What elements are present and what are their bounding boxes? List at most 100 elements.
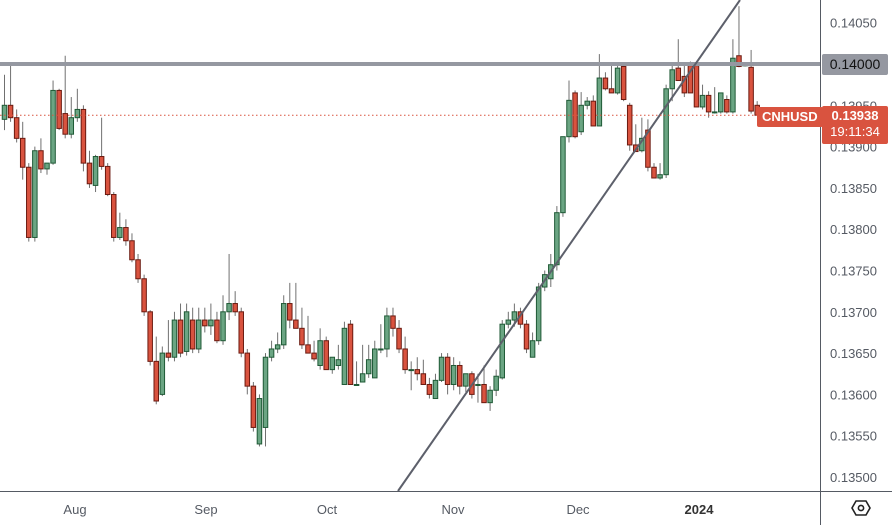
- candle-up: [718, 92, 724, 113]
- candle-up: [529, 340, 536, 358]
- candle-down: [402, 348, 408, 371]
- candle-down: [390, 315, 396, 329]
- candle-up: [560, 136, 566, 214]
- candle-up: [450, 364, 457, 385]
- candle-down: [323, 340, 329, 371]
- candle-up: [584, 100, 590, 106]
- candle-up: [463, 373, 469, 387]
- price-axis-label: 0.13850: [830, 181, 877, 196]
- time-axis-label: Oct: [317, 502, 338, 517]
- candle-up: [44, 162, 50, 170]
- chart-settings-button[interactable]: [850, 497, 872, 519]
- candle-down: [135, 259, 141, 280]
- candle-down: [651, 166, 657, 179]
- candle-up: [554, 212, 560, 266]
- candle-up: [256, 398, 263, 445]
- candle-down: [38, 150, 44, 170]
- candle-up: [226, 303, 232, 313]
- candle-up: [280, 303, 287, 346]
- time-axis-label: 2024: [685, 502, 715, 517]
- symbol-tag: CNHUSD: [757, 107, 823, 127]
- candle-up: [365, 359, 372, 375]
- candle-down: [724, 99, 730, 113]
- candle-down: [7, 104, 14, 119]
- candle-down: [62, 113, 68, 135]
- candle-up: [578, 104, 584, 133]
- candle-down: [396, 327, 402, 350]
- candle-down: [147, 311, 153, 362]
- candle-up: [195, 319, 202, 350]
- candle-up: [699, 94, 706, 108]
- candle-down: [19, 137, 26, 168]
- candles-layer: [1, 6, 760, 447]
- candle-down: [80, 108, 87, 164]
- candle-up: [566, 99, 572, 138]
- candle-down: [748, 66, 754, 112]
- candle-up: [74, 108, 81, 119]
- candle-down: [141, 278, 147, 313]
- candle-down: [620, 65, 627, 101]
- trendline[interactable]: [397, 0, 741, 492]
- candle-down: [426, 383, 433, 395]
- candle-down: [457, 364, 463, 387]
- candle-down: [86, 162, 93, 185]
- time-axis-label: Dec: [566, 502, 590, 517]
- candle-down: [481, 383, 487, 404]
- candle-up: [596, 77, 603, 127]
- candle-down: [736, 55, 742, 67]
- candle-down: [98, 156, 105, 167]
- price-axis-label: 0.14050: [830, 16, 877, 31]
- candle-up: [511, 311, 518, 321]
- candle-up: [274, 344, 281, 350]
- time-axis-label: Aug: [63, 502, 86, 517]
- level-price-tag: 0.14000: [822, 54, 888, 75]
- candle-up: [663, 88, 669, 176]
- time-axis[interactable]: Aug Sep Oct Nov Dec 2024: [63, 502, 714, 517]
- candle-down: [311, 352, 317, 360]
- candle-up: [171, 319, 178, 358]
- candle-down: [153, 360, 159, 402]
- candle-down: [675, 67, 682, 82]
- time-axis-label: Sep: [194, 502, 217, 517]
- candle-down: [26, 166, 32, 238]
- candle-up: [499, 323, 505, 379]
- candle-down: [299, 327, 305, 346]
- candle-up: [68, 117, 75, 135]
- candle-up: [378, 348, 384, 351]
- candle-up: [317, 340, 323, 366]
- candle-down: [244, 352, 251, 387]
- candle-down: [189, 319, 196, 350]
- time-axis-label: Nov: [441, 502, 465, 517]
- price-axis-label: 0.13550: [830, 429, 877, 444]
- candle-up: [359, 373, 366, 383]
- hexagon-gear-icon: [851, 500, 871, 516]
- candle-up: [493, 375, 499, 391]
- candle-up: [220, 311, 226, 342]
- candle-down: [202, 319, 208, 327]
- candle-up: [159, 352, 166, 395]
- candle-up: [669, 69, 675, 90]
- candle-up: [50, 89, 56, 164]
- candle-down: [590, 100, 597, 127]
- candle-down: [645, 129, 651, 168]
- candle-up: [505, 319, 512, 325]
- candle-down: [305, 344, 311, 354]
- candle-down: [705, 94, 712, 113]
- candle-down: [129, 240, 135, 261]
- candle-down: [602, 77, 609, 90]
- candle-down: [232, 303, 238, 313]
- candle-up: [384, 315, 390, 350]
- candle-up: [657, 174, 663, 179]
- candle-up: [475, 383, 481, 386]
- candle-up: [183, 311, 190, 352]
- price-axis[interactable]: 0.140500.139500.139000.138500.138000.137…: [830, 16, 877, 485]
- candle-down: [693, 65, 700, 108]
- price-axis-label: 0.13750: [830, 264, 877, 279]
- price-axis-label: 0.13600: [830, 387, 877, 402]
- current-price-value: 0.13938: [831, 108, 879, 123]
- candle-down: [238, 311, 244, 354]
- candle-down: [177, 319, 184, 354]
- candle-up: [535, 286, 542, 342]
- candle-up: [353, 383, 360, 386]
